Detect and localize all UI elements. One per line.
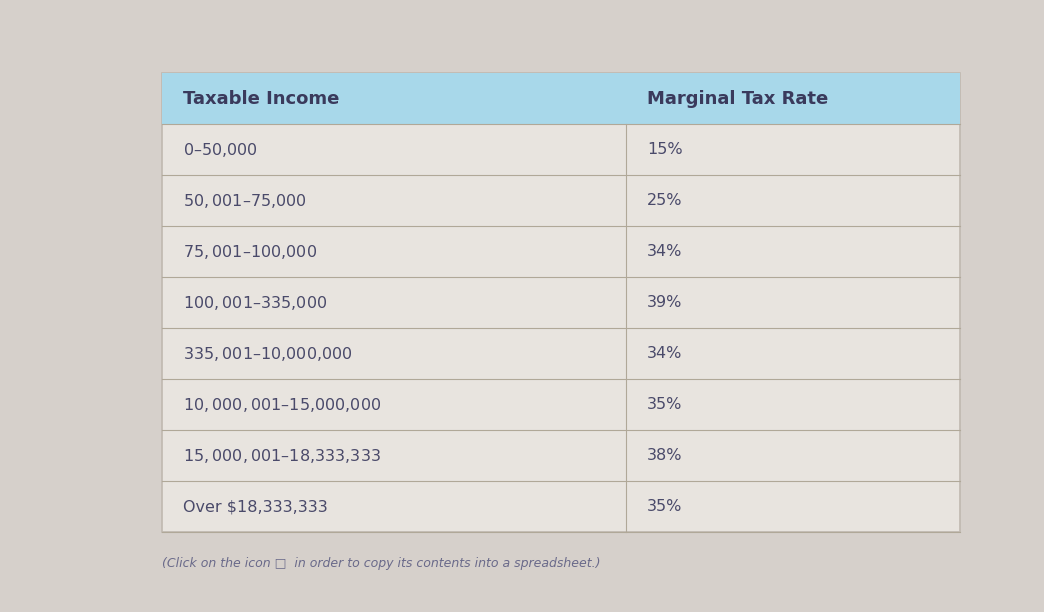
Text: 15%: 15% [647,143,683,157]
Text: 38%: 38% [647,449,683,463]
Text: 35%: 35% [647,397,683,412]
Text: $75,001 – $100,000: $75,001 – $100,000 [183,243,316,261]
Text: $100,001 – $335,000: $100,001 – $335,000 [183,294,327,312]
FancyBboxPatch shape [162,73,960,124]
Text: 39%: 39% [647,296,683,310]
FancyBboxPatch shape [162,73,960,532]
Text: (Click on the icon □  in order to copy its contents into a spreadsheet.): (Click on the icon □ in order to copy it… [162,557,600,570]
Text: $50,001 – $75,000: $50,001 – $75,000 [183,192,307,210]
Text: 25%: 25% [647,193,683,209]
Text: 34%: 34% [647,244,683,259]
Text: 35%: 35% [647,499,683,515]
Text: Marginal Tax Rate: Marginal Tax Rate [647,90,829,108]
Text: Taxable Income: Taxable Income [183,90,339,108]
Text: $10,000,001 – $15,000,000: $10,000,001 – $15,000,000 [183,396,381,414]
Text: $0 – $50,000: $0 – $50,000 [183,141,258,159]
Text: $335,001 – $10,000,000: $335,001 – $10,000,000 [183,345,353,363]
Text: 34%: 34% [647,346,683,362]
Text: $15,000,001 – $18,333,333: $15,000,001 – $18,333,333 [183,447,381,465]
Text: Over $18,333,333: Over $18,333,333 [183,499,328,515]
